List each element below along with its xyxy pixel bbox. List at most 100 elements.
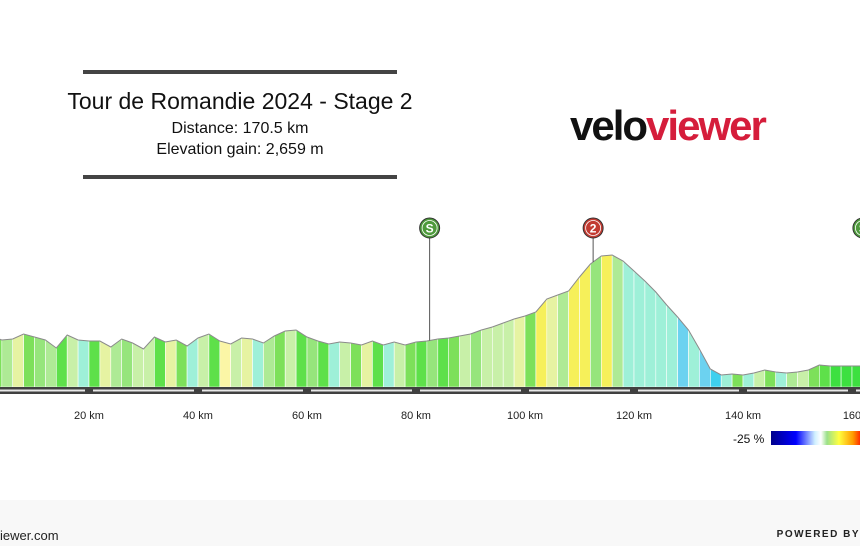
profile-segment bbox=[448, 335, 460, 388]
profile-segment bbox=[481, 326, 493, 388]
profile-segment bbox=[154, 336, 166, 388]
profile-segment bbox=[491, 322, 504, 388]
x-tick-label: 140 km bbox=[725, 410, 761, 422]
profile-segment bbox=[546, 294, 559, 388]
profile-segment bbox=[306, 336, 319, 388]
profile-segment bbox=[764, 369, 777, 388]
profile-segment bbox=[622, 260, 635, 388]
profile-outline bbox=[0, 254, 860, 376]
profile-segment bbox=[208, 333, 221, 388]
profile-segment bbox=[252, 338, 264, 388]
profile-segment bbox=[393, 341, 406, 388]
profile-segment bbox=[12, 333, 24, 388]
profile-segment bbox=[666, 304, 678, 388]
profile-segment bbox=[720, 373, 733, 388]
km-stripe bbox=[638, 389, 739, 392]
profile-segment bbox=[197, 333, 210, 388]
marker-badge bbox=[582, 217, 604, 239]
profile-segment bbox=[219, 340, 231, 388]
profile-segment bbox=[633, 270, 646, 388]
marker-badge bbox=[852, 217, 860, 239]
profile-segment bbox=[328, 341, 341, 388]
profile-segment bbox=[797, 369, 809, 388]
profile-segment bbox=[699, 348, 711, 388]
marker-badge bbox=[419, 217, 441, 239]
profile-segment bbox=[99, 340, 112, 388]
profile-segment bbox=[55, 334, 68, 388]
logo-part-viewer: viewer bbox=[646, 102, 767, 149]
marker-climb: 2 bbox=[582, 217, 604, 262]
km-stripes bbox=[0, 389, 860, 392]
profile-segment bbox=[230, 337, 242, 388]
profile-segment bbox=[459, 333, 471, 388]
profile-segment bbox=[840, 365, 853, 388]
km-stripe bbox=[420, 389, 521, 392]
marker-label: S bbox=[426, 222, 434, 236]
profile-segment bbox=[655, 291, 668, 388]
profile-segment bbox=[88, 340, 101, 388]
x-tick-label: 80 km bbox=[401, 410, 431, 422]
x-tick-label: 120 km bbox=[616, 410, 652, 422]
profile-segment bbox=[590, 255, 602, 388]
profile-markers: S 2 S bbox=[419, 217, 860, 341]
profile-segment bbox=[317, 340, 330, 388]
profile-segment bbox=[786, 371, 798, 388]
profile-segment bbox=[579, 263, 591, 388]
stage-elevation: Elevation gain: 2,659 m bbox=[156, 141, 324, 158]
profile-segment bbox=[34, 336, 46, 388]
profile-segment bbox=[66, 334, 79, 388]
profile-segment bbox=[437, 337, 450, 388]
title-top-rule bbox=[83, 70, 397, 74]
km-stripe bbox=[0, 389, 85, 392]
profile-segment bbox=[241, 337, 253, 388]
stage-info: Tour de Romandie 2024 - Stage 2 Distance… bbox=[40, 70, 440, 180]
logo-part-velo: velo bbox=[570, 102, 648, 149]
x-tick-label: 100 km bbox=[507, 410, 543, 422]
x-tick-label: 40 km bbox=[183, 410, 213, 422]
km-stripe bbox=[856, 389, 860, 392]
profile-segment bbox=[263, 335, 275, 388]
profile-segment bbox=[557, 290, 569, 388]
profile-segment bbox=[851, 365, 860, 388]
profile-segment bbox=[273, 330, 286, 388]
profile-segment bbox=[382, 341, 395, 388]
veloviewer-logo: veloviewer bbox=[570, 102, 767, 150]
footer-powered-by: POWERED BY bbox=[776, 529, 860, 540]
profile-segment bbox=[415, 340, 428, 388]
x-tick-label: 60 km bbox=[292, 410, 322, 422]
profile-segment bbox=[121, 338, 133, 388]
legend-label: -25 % bbox=[733, 432, 765, 446]
profile-segment bbox=[404, 341, 417, 388]
profile-segment bbox=[132, 342, 144, 388]
profile-segment bbox=[611, 254, 624, 388]
x-axis-ticks: 20 km 40 km 60 km 80 km 100 km 120 km 140 km 16… bbox=[74, 410, 860, 422]
profile-segment bbox=[165, 339, 177, 388]
profile-segment bbox=[818, 364, 831, 388]
profile-segment bbox=[731, 373, 744, 388]
footer-site: iewer.com bbox=[0, 528, 59, 543]
profile-segment bbox=[23, 333, 35, 388]
profile-segment bbox=[372, 340, 384, 388]
profile-segment bbox=[600, 254, 613, 388]
x-tick-label: 160 bbox=[843, 410, 860, 422]
marker-label: S bbox=[859, 222, 860, 236]
elevation-profile-chart: 20 km 40 km 60 km 80 km 100 km 120 km 140 km 16… bbox=[0, 217, 860, 422]
marker-badge-ring bbox=[855, 220, 860, 236]
profile-segment bbox=[535, 298, 548, 388]
profile-segment bbox=[295, 329, 308, 388]
marker-sprint: S bbox=[852, 217, 860, 239]
profile-segment bbox=[808, 364, 820, 388]
profile-segment bbox=[175, 339, 188, 388]
profile-segment bbox=[350, 342, 362, 388]
gradient-color-scale bbox=[771, 431, 860, 445]
profile-segment bbox=[829, 365, 842, 388]
profile-segment bbox=[568, 276, 580, 388]
title-bottom-rule bbox=[83, 175, 397, 179]
profile-segment bbox=[426, 338, 439, 388]
km-stripe bbox=[93, 389, 194, 392]
profile-segment bbox=[502, 318, 515, 388]
marker-badge-ring bbox=[421, 220, 438, 236]
stage-title: Tour de Romandie 2024 - Stage 2 bbox=[67, 88, 413, 114]
x-tick-label: 20 km bbox=[74, 410, 104, 422]
profile-segment bbox=[775, 371, 787, 388]
